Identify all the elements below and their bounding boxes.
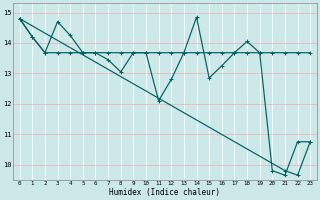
X-axis label: Humidex (Indice chaleur): Humidex (Indice chaleur) <box>109 188 220 197</box>
